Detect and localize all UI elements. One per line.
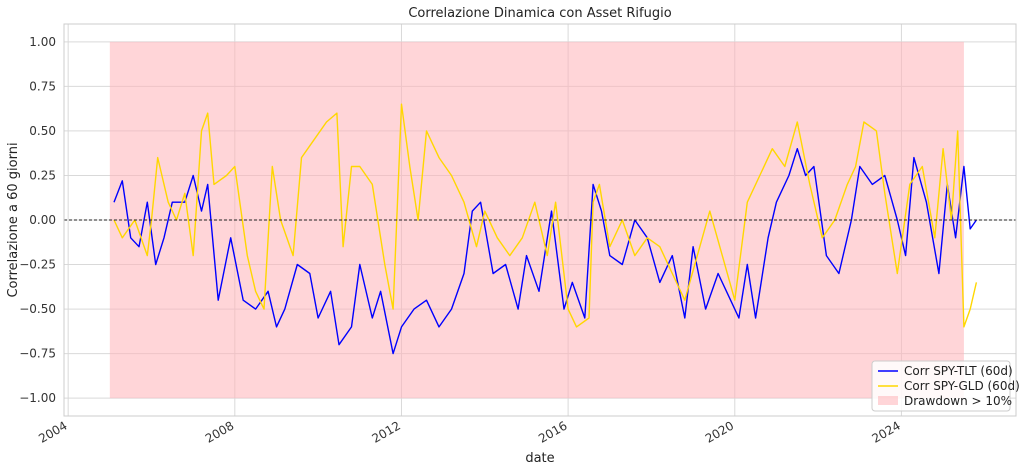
y-axis-ticks: 1.00 0.75 0.50 0.25 0.00 −0.25 −0.50 −0.75 −1.00 [19,35,56,405]
series-line-spy-gld [113,103,978,328]
legend-items: Corr SPY-TLT (60d)Corr SPY-GLD (60d)Draw… [878,364,1020,408]
y-tick-label: −0.25 [19,258,56,272]
x-tick-label: 2020 [703,418,736,445]
x-tick-label: 2004 [36,418,69,445]
y-tick-label: −1.00 [19,391,56,405]
x-tick-label: 2016 [536,418,569,445]
y-tick-label: −0.75 [19,347,56,361]
x-axis-ticks: 2004 2008 2012 2016 2020 2024 [36,418,903,445]
x-tick-label: 2012 [370,418,403,445]
legend-swatch-patch [878,396,898,405]
y-tick-label: 0.00 [29,213,56,227]
y-axis-label: Correlazione a 60 giorni [6,142,21,297]
series-lines [113,103,978,355]
y-tick-label: 1.00 [29,35,56,49]
y-tick-label: 0.25 [29,168,56,182]
chart-title: Correlazione Dinamica con Asset Rifugio [408,6,671,21]
legend-label: Drawdown > 10% [904,394,1012,408]
y-tick-label: −0.50 [19,302,56,316]
legend-label: Corr SPY-TLT (60d) [904,364,1013,378]
plot-frame [63,23,1017,417]
y-tick-label: 0.75 [29,79,56,93]
legend: Corr SPY-TLT (60d)Corr SPY-GLD (60d)Draw… [871,360,1020,412]
x-tick-label: 2024 [869,418,902,445]
legend-label: Corr SPY-GLD (60d) [904,379,1020,393]
x-axis-label: date [525,451,554,466]
series-line-spy-tlt [113,148,977,355]
x-tick-label: 2008 [203,418,236,445]
legend-box [871,360,1011,412]
y-tick-label: 0.50 [29,124,56,138]
